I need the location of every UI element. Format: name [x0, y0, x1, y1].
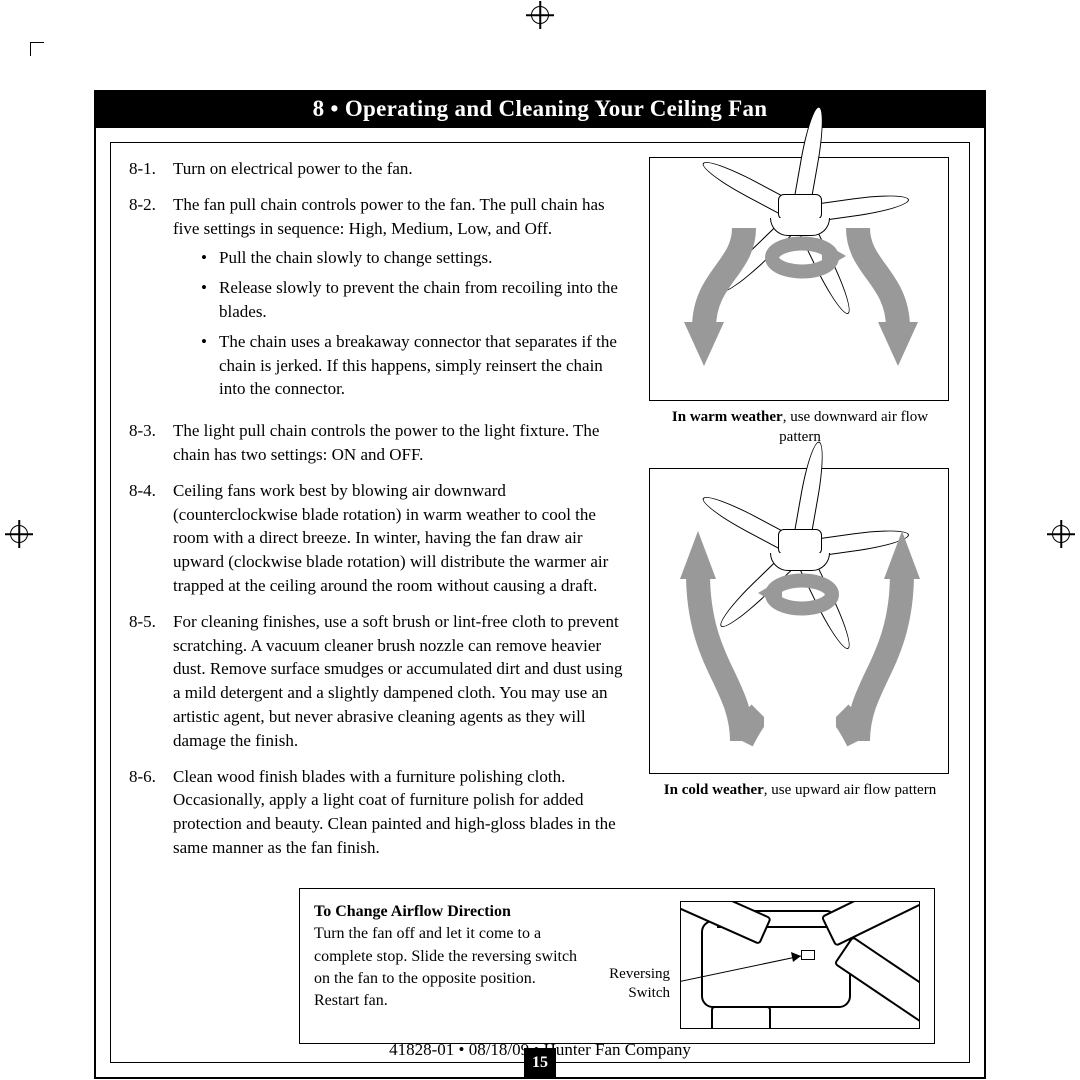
step-text: Ceiling fans work best by blowing air do… [173, 479, 625, 598]
instruction-step: 8-4.Ceiling fans work best by blowing ai… [129, 479, 625, 598]
caption-text: , use upward air flow pattern [764, 782, 936, 798]
figure-reversing-switch [680, 901, 920, 1029]
step-text: For cleaning finishes, use a soft brush … [173, 610, 625, 753]
airflow-direction-box: To Change Airflow Direction Turn the fan… [299, 888, 935, 1044]
caption-text: , use downward air flow pattern [779, 409, 928, 445]
figure-column: In warm weather, use downward air flow p… [649, 157, 951, 872]
substep: Release slowly to prevent the chain from… [201, 276, 625, 324]
step-number: 8-2. [129, 193, 173, 407]
airflow-down-arrow-icon [838, 218, 918, 388]
substep-text: The chain uses a breakaway connector tha… [219, 330, 625, 401]
caption-bold: In warm weather [672, 409, 783, 425]
step-text: Turn on electrical power to the fan. [173, 157, 625, 181]
registration-mark-icon [10, 525, 28, 543]
rotation-arrow-icon [758, 573, 846, 617]
section-title: 8 • Operating and Cleaning Your Ceiling … [96, 92, 984, 128]
step-number: 8-5. [129, 610, 173, 753]
registration-mark-icon [531, 6, 549, 24]
step-number: 8-1. [129, 157, 173, 181]
registration-mark-icon [1052, 525, 1070, 543]
airflow-direction-text: To Change Airflow Direction Turn the fan… [314, 901, 580, 1029]
instruction-step: 8-3.The light pull chain controls the po… [129, 419, 625, 467]
caption-bold: In cold weather [664, 782, 764, 798]
step-text: The light pull chain controls the power … [173, 419, 625, 467]
step-text: Clean wood finish blades with a furnitur… [173, 765, 625, 860]
figure-caption: In warm weather, use downward air flow p… [661, 407, 939, 448]
instruction-step: 8-5.For cleaning finishes, use a soft br… [129, 610, 625, 753]
substep: Pull the chain slowly to change settings… [201, 246, 625, 270]
footer-text: 41828-01 • 08/18/09 • Hunter Fan Company [0, 1040, 1080, 1060]
airflow-body: Turn the fan off and let it come to a co… [314, 923, 580, 1013]
airflow-heading: To Change Airflow Direction [314, 901, 580, 923]
airflow-down-arrow-icon [684, 218, 764, 388]
substep: The chain uses a breakaway connector tha… [201, 330, 625, 401]
instruction-step: 8-1.Turn on electrical power to the fan. [129, 157, 625, 181]
step-number: 8-4. [129, 479, 173, 598]
substep-text: Pull the chain slowly to change settings… [219, 246, 492, 270]
rotation-arrow-icon [758, 236, 846, 280]
instruction-column: 8-1.Turn on electrical power to the fan.… [129, 157, 625, 872]
instruction-step: 8-6.Clean wood finish blades with a furn… [129, 765, 625, 860]
page-frame: 8 • Operating and Cleaning Your Ceiling … [94, 90, 986, 1079]
content-box: 8-1.Turn on electrical power to the fan.… [110, 142, 970, 1063]
airflow-up-arrow-icon [680, 513, 764, 753]
step-text: The fan pull chain controls power to the… [173, 193, 625, 407]
substep-list: Pull the chain slowly to change settings… [173, 246, 625, 401]
figure-caption: In cold weather, use upward air flow pat… [661, 780, 939, 800]
instruction-step: 8-2.The fan pull chain controls power to… [129, 193, 625, 407]
crop-mark-icon [30, 42, 44, 56]
step-number: 8-6. [129, 765, 173, 860]
substep-text: Release slowly to prevent the chain from… [219, 276, 625, 324]
reversing-switch-label: Reversing Switch [590, 965, 670, 1029]
figure-cold-weather [649, 468, 949, 774]
leader-line-icon [680, 902, 821, 1029]
airflow-up-arrow-icon [836, 513, 920, 753]
step-number: 8-3. [129, 419, 173, 467]
figure-warm-weather [649, 157, 949, 401]
